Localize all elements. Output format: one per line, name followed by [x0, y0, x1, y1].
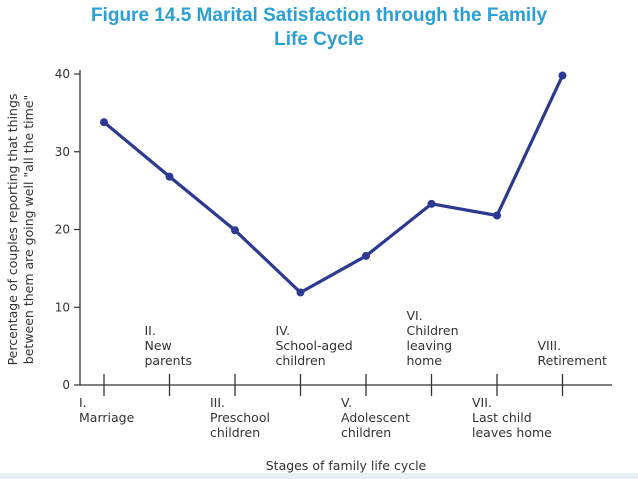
stage-label-line: Preschool [210, 410, 270, 425]
stage-label-line: II. [145, 323, 156, 338]
stage-label-line: III. [210, 395, 225, 410]
chart-title-line1: Figure 14.5 Marital Satisfaction through… [90, 5, 548, 26]
stage-label-line: home [407, 353, 443, 368]
stage-label-line: V. [341, 395, 352, 410]
data-point [231, 226, 239, 235]
stage-label-line: Last child [472, 410, 532, 425]
stage-label: I. Marriage [79, 395, 135, 425]
data-point [165, 172, 174, 181]
stage-label: III. Preschool children [210, 395, 270, 440]
stage-label: VIII. Retirement [538, 338, 608, 368]
chart-title: Figure 14.5 Marital Satisfaction through… [0, 4, 638, 52]
y-tick-label: 30 [55, 145, 70, 159]
stage-label-line: I. [79, 395, 87, 410]
y-tick-label: 10 [55, 300, 70, 314]
y-tick-label: 0 [62, 378, 70, 392]
stage-label: VII. Last child leaves home [472, 395, 552, 440]
data-point [296, 288, 305, 297]
stage-label: II. New parents [145, 323, 193, 368]
x-axis-label: Stages of family life cycle [266, 458, 427, 473]
stage-label-line: School-aged [276, 338, 353, 353]
stage-label: VI. Children leaving home [407, 308, 459, 368]
stage-label-line: leaves home [472, 425, 552, 440]
stage-label-line: children [210, 425, 260, 440]
chart-title-line2: Life Cycle [274, 29, 364, 50]
stage-label-line: parents [145, 353, 193, 368]
stage-label: IV. School-aged children [276, 323, 353, 368]
stage-label-line: children [276, 353, 326, 368]
stage-label-line: VIII. [538, 338, 562, 353]
stage-label-line: New [145, 338, 172, 353]
stage-label-line: VII. [472, 395, 492, 410]
stage-label: V. Adolescent children [341, 395, 410, 440]
stage-label-line: Adolescent [341, 410, 410, 425]
y-axis-label-line1: Percentage of couples reporting that thi… [5, 94, 20, 366]
stage-label-line: VI. [407, 308, 423, 323]
y-axis-label-line2: between them are going well "all the tim… [21, 95, 36, 364]
stage-label-line: leaving [407, 338, 453, 353]
stage-label-line: Marriage [79, 410, 135, 425]
data-point [362, 251, 370, 260]
data-point [100, 118, 108, 127]
data-point [427, 199, 436, 208]
stage-label-line: children [341, 425, 391, 440]
slide-bottom-bar [0, 473, 638, 479]
y-tick-label: 40 [55, 67, 70, 81]
y-tick-label: 20 [55, 223, 70, 237]
data-point [493, 211, 501, 220]
stage-label-line: Children [407, 323, 459, 338]
data-point [558, 71, 567, 80]
series-line [102, 74, 564, 295]
stage-label-line: Retirement [538, 353, 608, 368]
stage-label-line: IV. [276, 323, 291, 338]
